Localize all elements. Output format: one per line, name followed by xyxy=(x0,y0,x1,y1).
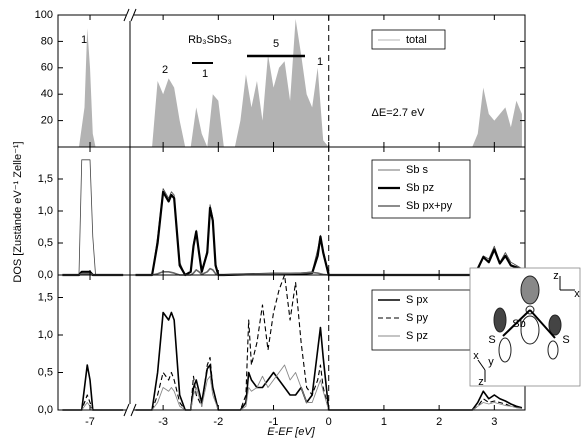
bond xyxy=(529,309,556,339)
annotation: 1 xyxy=(202,68,208,80)
break-mark xyxy=(130,403,137,417)
orbital xyxy=(520,275,540,305)
inset-label: x xyxy=(473,350,479,362)
y-tick-label: 0,5 xyxy=(38,366,53,378)
x-tick-label: -2 xyxy=(213,416,223,428)
y-tick-label: 1,0 xyxy=(38,329,53,341)
inset-label: Sb xyxy=(512,318,525,330)
y-tick-label: 0,0 xyxy=(38,269,53,281)
orbital xyxy=(520,315,540,345)
legend-label: Sb px+py xyxy=(406,200,453,212)
inset-label: z xyxy=(478,376,484,388)
annotation: 2 xyxy=(162,64,168,76)
legend-box xyxy=(371,29,446,50)
y-tick-label: 1,0 xyxy=(38,205,53,217)
orbital xyxy=(498,337,512,363)
x-tick-label: 1 xyxy=(381,416,387,428)
inset-label: S xyxy=(488,334,495,346)
axis-arrow xyxy=(477,359,486,371)
legend-label: S py xyxy=(406,312,429,324)
x-tick-label: -1 xyxy=(269,416,279,428)
x-tick-label: 2 xyxy=(436,416,442,428)
inset-label: y xyxy=(488,356,494,368)
y-tick-label: 100 xyxy=(35,9,53,21)
y-axis-label: DOS [Zustände eV⁻¹ Zelle⁻¹] xyxy=(12,141,24,282)
annotation: 1 xyxy=(81,34,87,46)
bond xyxy=(502,309,531,337)
legend-label: total xyxy=(406,34,427,46)
legend-label: Sb pz xyxy=(406,182,434,194)
orbital xyxy=(548,314,562,336)
annotation: 1 xyxy=(317,56,323,68)
line xyxy=(135,311,523,411)
x-tick-label: -3 xyxy=(158,416,168,428)
y-tick-label: 0,5 xyxy=(38,237,53,249)
y-tick-label: 40 xyxy=(41,88,53,100)
break-mark xyxy=(123,8,130,22)
orbital xyxy=(493,307,507,333)
x-tick-label: 0 xyxy=(326,416,332,428)
x-tick-label: -7 xyxy=(85,416,95,428)
x-axis-label: E-EF [eV] xyxy=(267,426,315,438)
legend-label: S px xyxy=(406,294,429,306)
annotation: ΔE=2.7 eV xyxy=(372,107,426,119)
line xyxy=(135,274,523,411)
legend-label: S pz xyxy=(406,330,428,342)
break-mark xyxy=(123,403,130,417)
break-gap xyxy=(126,9,134,21)
line xyxy=(135,364,522,411)
line xyxy=(62,159,124,276)
break-gap xyxy=(126,404,134,416)
inset-label: x xyxy=(574,288,580,300)
inset-label: S xyxy=(562,334,569,346)
y-tick-label: 1,5 xyxy=(38,291,53,303)
area xyxy=(135,18,522,148)
y-tick-label: 20 xyxy=(41,115,53,127)
y-tick-label: 1,5 xyxy=(38,173,53,185)
legend-label: Sb s xyxy=(406,164,429,176)
y-tick-label: 80 xyxy=(41,35,53,47)
orbital xyxy=(547,340,559,360)
break-mark xyxy=(130,8,137,22)
x-tick-label: 3 xyxy=(491,416,497,428)
annotation: 5 xyxy=(273,38,279,50)
inset-label: z xyxy=(553,270,559,282)
chart-title: Rb₃SbS₃ xyxy=(188,34,232,46)
y-tick-label: 60 xyxy=(41,62,53,74)
y-tick-label: 0,0 xyxy=(38,404,53,416)
